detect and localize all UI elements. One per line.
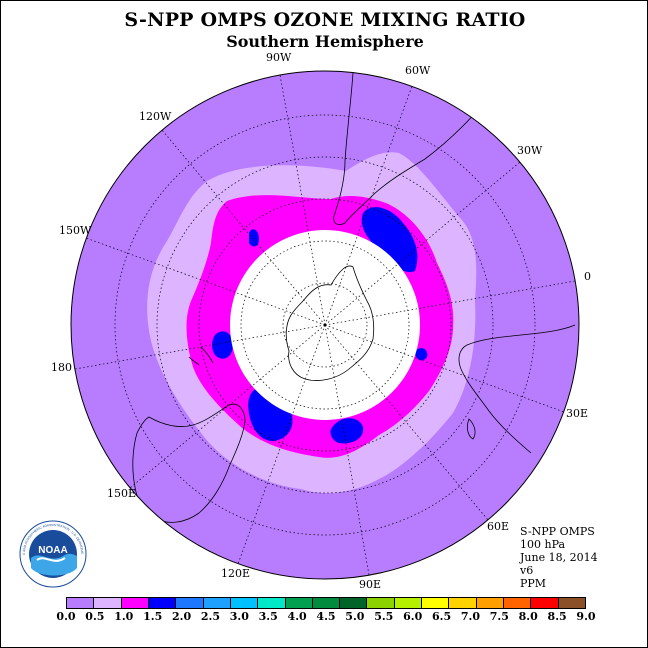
map-subtitle: Southern Hemisphere bbox=[226, 32, 424, 51]
info-instrument: S-NPP OMPS bbox=[520, 525, 595, 538]
colorbar-tick-label: 1.5 bbox=[143, 610, 163, 623]
colorbar-swatch bbox=[258, 598, 286, 608]
lon-60w: 60W bbox=[405, 64, 431, 77]
australia-coast bbox=[132, 403, 246, 523]
lon-90e: 90E bbox=[359, 578, 381, 591]
colorbar-tick-label: 0.0 bbox=[56, 610, 76, 623]
colorbar-swatch bbox=[367, 598, 395, 608]
colorbar-tick-label: 6.5 bbox=[431, 610, 452, 623]
colorbar-tick-label: 5.0 bbox=[345, 610, 365, 623]
colorbar-tick-label: 0.5 bbox=[85, 610, 105, 623]
noaa-logo-text: NOAA bbox=[38, 545, 67, 556]
antarctica-coast bbox=[285, 265, 375, 381]
colorbar-tick-label: 4.5 bbox=[316, 610, 336, 623]
colorbar-tick-label: 3.0 bbox=[229, 610, 249, 623]
colorbar-swatch bbox=[558, 598, 585, 608]
map-title: S-NPP OMPS OZONE MIXING RATIO bbox=[124, 9, 526, 31]
lon-30w: 30W bbox=[517, 144, 543, 157]
ozone-level-1.5-2.0-blob-ne bbox=[361, 207, 418, 273]
ozone-level-1.5-2.0-blob-sse bbox=[330, 418, 364, 444]
colorbar-tick-label: 6.0 bbox=[403, 610, 423, 623]
colorbar-swatch bbox=[422, 598, 450, 608]
south-pole-marker bbox=[323, 323, 327, 327]
colorbar-tick-label: 8.0 bbox=[518, 610, 538, 623]
longitude-labels: 90W 60W 120W 30W 150W 0 180 30E 150E 60E… bbox=[51, 51, 591, 591]
colorbar-swatch bbox=[312, 598, 341, 608]
colorbar-swatch bbox=[449, 598, 477, 608]
colorbar-tick-label: 3.5 bbox=[258, 610, 278, 623]
colorbar-tick-label: 1.0 bbox=[114, 610, 134, 623]
colorbar-swatch bbox=[176, 598, 204, 608]
colorbar-swatch bbox=[504, 598, 532, 608]
colorbar-swatch bbox=[476, 598, 504, 608]
info-units: PPM bbox=[520, 577, 547, 590]
lon-120w: 120W bbox=[139, 110, 172, 123]
colorbar-tick-label: 4.0 bbox=[287, 610, 307, 623]
colorbar-swatch bbox=[94, 598, 122, 608]
colorbar-swatch bbox=[285, 598, 313, 608]
noaa-logo: NOAA NATIONAL OCEANIC AND ATMOSPHERIC AD… bbox=[19, 520, 87, 588]
africa-coast bbox=[458, 324, 576, 454]
colorbar-tick-label: 7.0 bbox=[460, 610, 481, 623]
colorbar-swatch bbox=[394, 598, 423, 608]
colorbar-tick-label: 8.5 bbox=[547, 610, 567, 623]
colorbar-tick-label: 9.0 bbox=[576, 610, 596, 623]
colorbar-tick-label: 2.5 bbox=[200, 610, 221, 623]
info-date: June 18, 2014 bbox=[520, 551, 598, 564]
lon-180: 180 bbox=[51, 361, 72, 374]
info-block: S-NPP OMPS 100 hPa June 18, 2014 v6 PPM bbox=[520, 525, 598, 590]
ozone-level-1.5-2.0-blob-e bbox=[415, 348, 428, 361]
latitude-circles bbox=[114, 114, 536, 536]
lon-150e: 150E bbox=[107, 487, 136, 500]
colorbar bbox=[66, 597, 586, 609]
info-level: 100 hPa bbox=[520, 538, 566, 551]
lon-0: 0 bbox=[584, 270, 591, 283]
lon-60e: 60E bbox=[487, 520, 509, 533]
madagascar-coast bbox=[466, 418, 476, 440]
colorbar-tick-label: 2.0 bbox=[171, 610, 192, 623]
colorbar-tick-label: 7.5 bbox=[489, 610, 509, 623]
map-boundary bbox=[70, 70, 580, 580]
colorbar-swatch bbox=[121, 598, 149, 608]
lon-150w: 150W bbox=[59, 224, 92, 237]
lon-120e: 120E bbox=[221, 567, 250, 580]
info-version: v6 bbox=[520, 564, 534, 577]
colorbar-swatch bbox=[203, 598, 231, 608]
ozone-level-1.5-2.0-blob-w bbox=[212, 331, 233, 359]
lon-30e: 30E bbox=[566, 407, 588, 420]
colorbar-swatch bbox=[148, 598, 177, 608]
lon-90w: 90W bbox=[266, 51, 292, 64]
new-zealand-coast bbox=[188, 346, 214, 366]
colorbar-swatch bbox=[230, 598, 259, 608]
colorbar-swatch bbox=[67, 598, 95, 608]
colorbar-swatch bbox=[531, 598, 559, 608]
colorbar-tick-label: 5.5 bbox=[374, 610, 394, 623]
colorbar-swatch bbox=[340, 598, 368, 608]
ozone-level-1.5-2.0-blob-nw bbox=[249, 229, 259, 247]
colorbar-labels: 0.0 0.5 1.0 1.5 2.0 2.5 3.0 3.5 4.0 4.5 5.0 5.5 6.0 6… bbox=[1, 610, 647, 626]
